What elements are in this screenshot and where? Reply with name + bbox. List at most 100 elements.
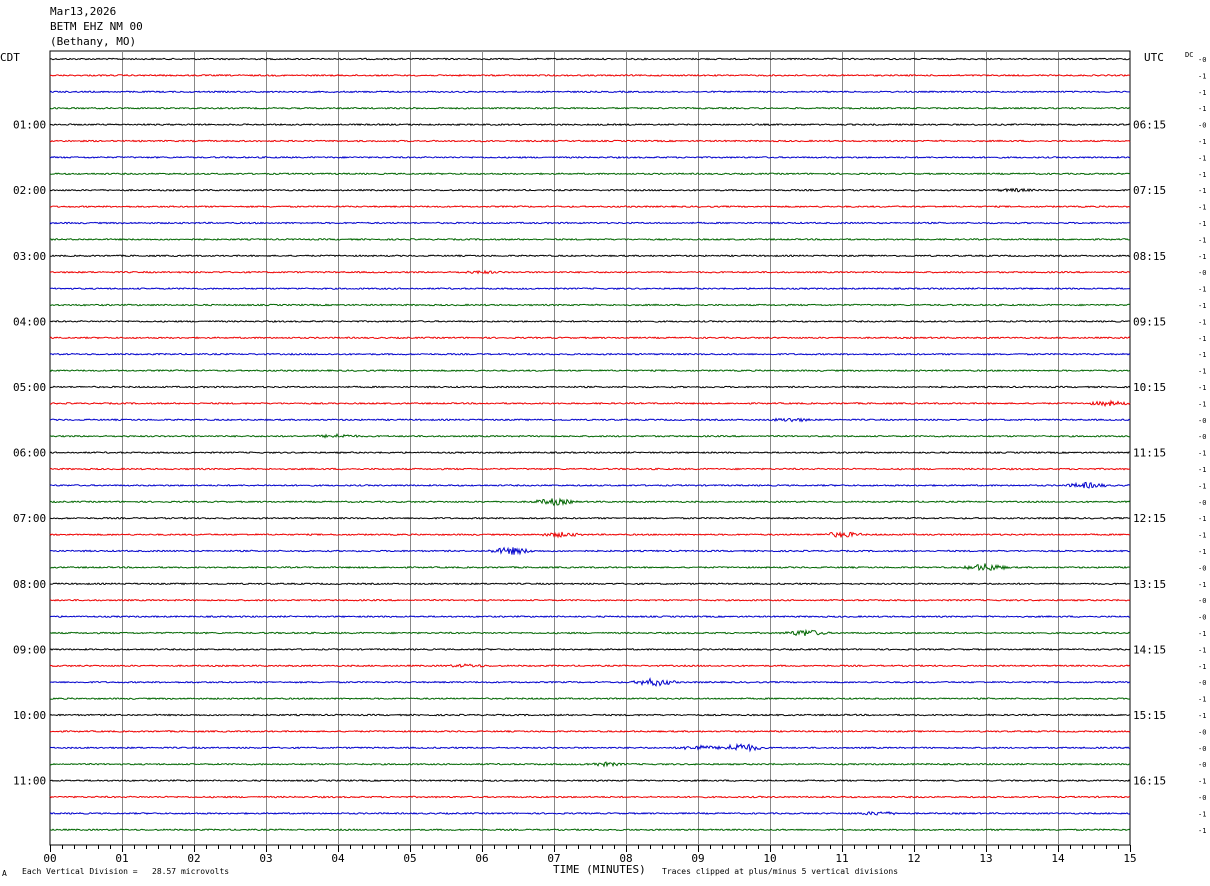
hour-label-right: 06:15 (1133, 119, 1166, 132)
dc-offset-label: -1 (1198, 466, 1206, 474)
dc-offset-label: -1 (1198, 286, 1206, 294)
dc-offset-label: -0 (1198, 269, 1206, 277)
trace-line (49, 172, 1131, 176)
plot-frame (49, 50, 1131, 846)
hour-label-right: 16:15 (1133, 775, 1166, 788)
trace-line (49, 761, 1131, 768)
dc-offset-label: -1 (1198, 253, 1206, 261)
dc-offset-label: -0 (1198, 794, 1206, 802)
hour-label-left: 05:00 (13, 381, 46, 394)
dc-offset-label: -1 (1198, 318, 1206, 326)
dc-offset-label: -1 (1198, 581, 1206, 589)
trace-line (49, 139, 1131, 143)
x-tick-label: 09 (691, 852, 704, 865)
dc-offset-label: -1 (1198, 154, 1206, 162)
dc-offset-label: -1 (1198, 138, 1206, 146)
hour-label-left: 11:00 (13, 775, 46, 788)
x-tick-label: 06 (475, 852, 488, 865)
dc-offset-label: -1 (1198, 712, 1206, 720)
hour-label-left: 09:00 (13, 643, 46, 656)
hour-label-right: 08:15 (1133, 250, 1166, 263)
x-tick-label: 12 (907, 852, 920, 865)
hour-label-right: 09:15 (1133, 315, 1166, 328)
trace-line (49, 563, 1131, 572)
trace-line (50, 582, 1131, 586)
dc-offset-label: -1 (1198, 482, 1206, 490)
trace-line (49, 287, 1131, 291)
trace-line (49, 697, 1131, 701)
x-tick-label: 08 (619, 852, 632, 865)
hour-label-right: 14:15 (1133, 643, 1166, 656)
trace-line (49, 828, 1131, 832)
trace-line (49, 516, 1131, 520)
dc-offset-label: -0 (1198, 614, 1206, 622)
hour-label-right: 07:15 (1133, 184, 1166, 197)
trace-line (49, 205, 1131, 209)
hour-label-left: 10:00 (13, 709, 46, 722)
trace-line (49, 795, 1131, 799)
dc-offset-label: -1 (1198, 368, 1206, 376)
dc-offset-label: -1 (1198, 548, 1206, 556)
dc-offset-label: -1 (1198, 532, 1206, 540)
trace-line (49, 432, 1131, 439)
hour-label-left: 02:00 (13, 184, 46, 197)
hour-label-left: 08:00 (13, 578, 46, 591)
dc-offset-label: -1 (1198, 204, 1206, 212)
dc-offset-label: -1 (1198, 335, 1206, 343)
x-tick-label: 02 (187, 852, 200, 865)
trace-line (49, 628, 1131, 637)
hour-label-left: 01:00 (13, 119, 46, 132)
trace-line (49, 729, 1131, 733)
dc-offset-label: -1 (1198, 72, 1206, 80)
dc-offset-label: -1 (1198, 220, 1206, 228)
dc-offset-label: -1 (1198, 827, 1206, 835)
trace-line (49, 123, 1131, 127)
trace-line (49, 155, 1131, 159)
trace-line (49, 615, 1131, 619)
trace-line (49, 481, 1131, 489)
trace-line (49, 677, 1131, 687)
trace-line (49, 303, 1131, 307)
trace-line (49, 451, 1131, 455)
trace-line (49, 221, 1131, 225)
trace-line (49, 90, 1131, 94)
dc-offset-label: -1 (1198, 89, 1206, 97)
dc-offset-label: -0 (1198, 433, 1206, 441)
trace-line (49, 369, 1131, 373)
trace-line (49, 467, 1131, 471)
dc-offset-label: -0 (1198, 745, 1206, 753)
hour-label-right: 13:15 (1133, 578, 1166, 591)
dc-offset-label: -1 (1198, 400, 1206, 408)
dc-label: DC (1185, 51, 1193, 59)
dc-offset-label: -1 (1198, 187, 1206, 195)
trace-line (49, 417, 1131, 423)
x-tick-label: 10 (763, 852, 776, 865)
trace-line (49, 811, 1131, 816)
x-tick-label: 07 (547, 852, 560, 865)
trace-line (49, 336, 1131, 340)
dc-offset-label: -1 (1198, 810, 1206, 818)
dc-offset-label: -0 (1198, 679, 1206, 687)
dc-offset-label: -0 (1198, 728, 1206, 736)
hour-label-left: 03:00 (13, 250, 46, 263)
trace-line (49, 713, 1131, 717)
trace-line (49, 319, 1131, 323)
x-tick-label: 04 (331, 852, 345, 865)
hour-label-right: 15:15 (1133, 709, 1166, 722)
trace-line (49, 352, 1131, 356)
trace-line (49, 742, 1130, 753)
dc-offset-label: -1 (1198, 351, 1206, 359)
dc-offset-label: -1 (1198, 696, 1206, 704)
dc-offset-label: -1 (1198, 778, 1206, 786)
trace-line (49, 237, 1131, 241)
trace-line (49, 57, 1131, 61)
station-location: (Bethany, MO) (50, 35, 137, 48)
trace-line (49, 546, 1130, 556)
hour-label-right: 10:15 (1133, 381, 1166, 394)
dc-offset-label: -0 (1198, 122, 1206, 130)
trace-line (49, 531, 1131, 539)
dc-offset-label: -0 (1198, 597, 1206, 605)
plot-date: Mar13,2026 (50, 5, 117, 18)
trace-line (49, 385, 1131, 389)
